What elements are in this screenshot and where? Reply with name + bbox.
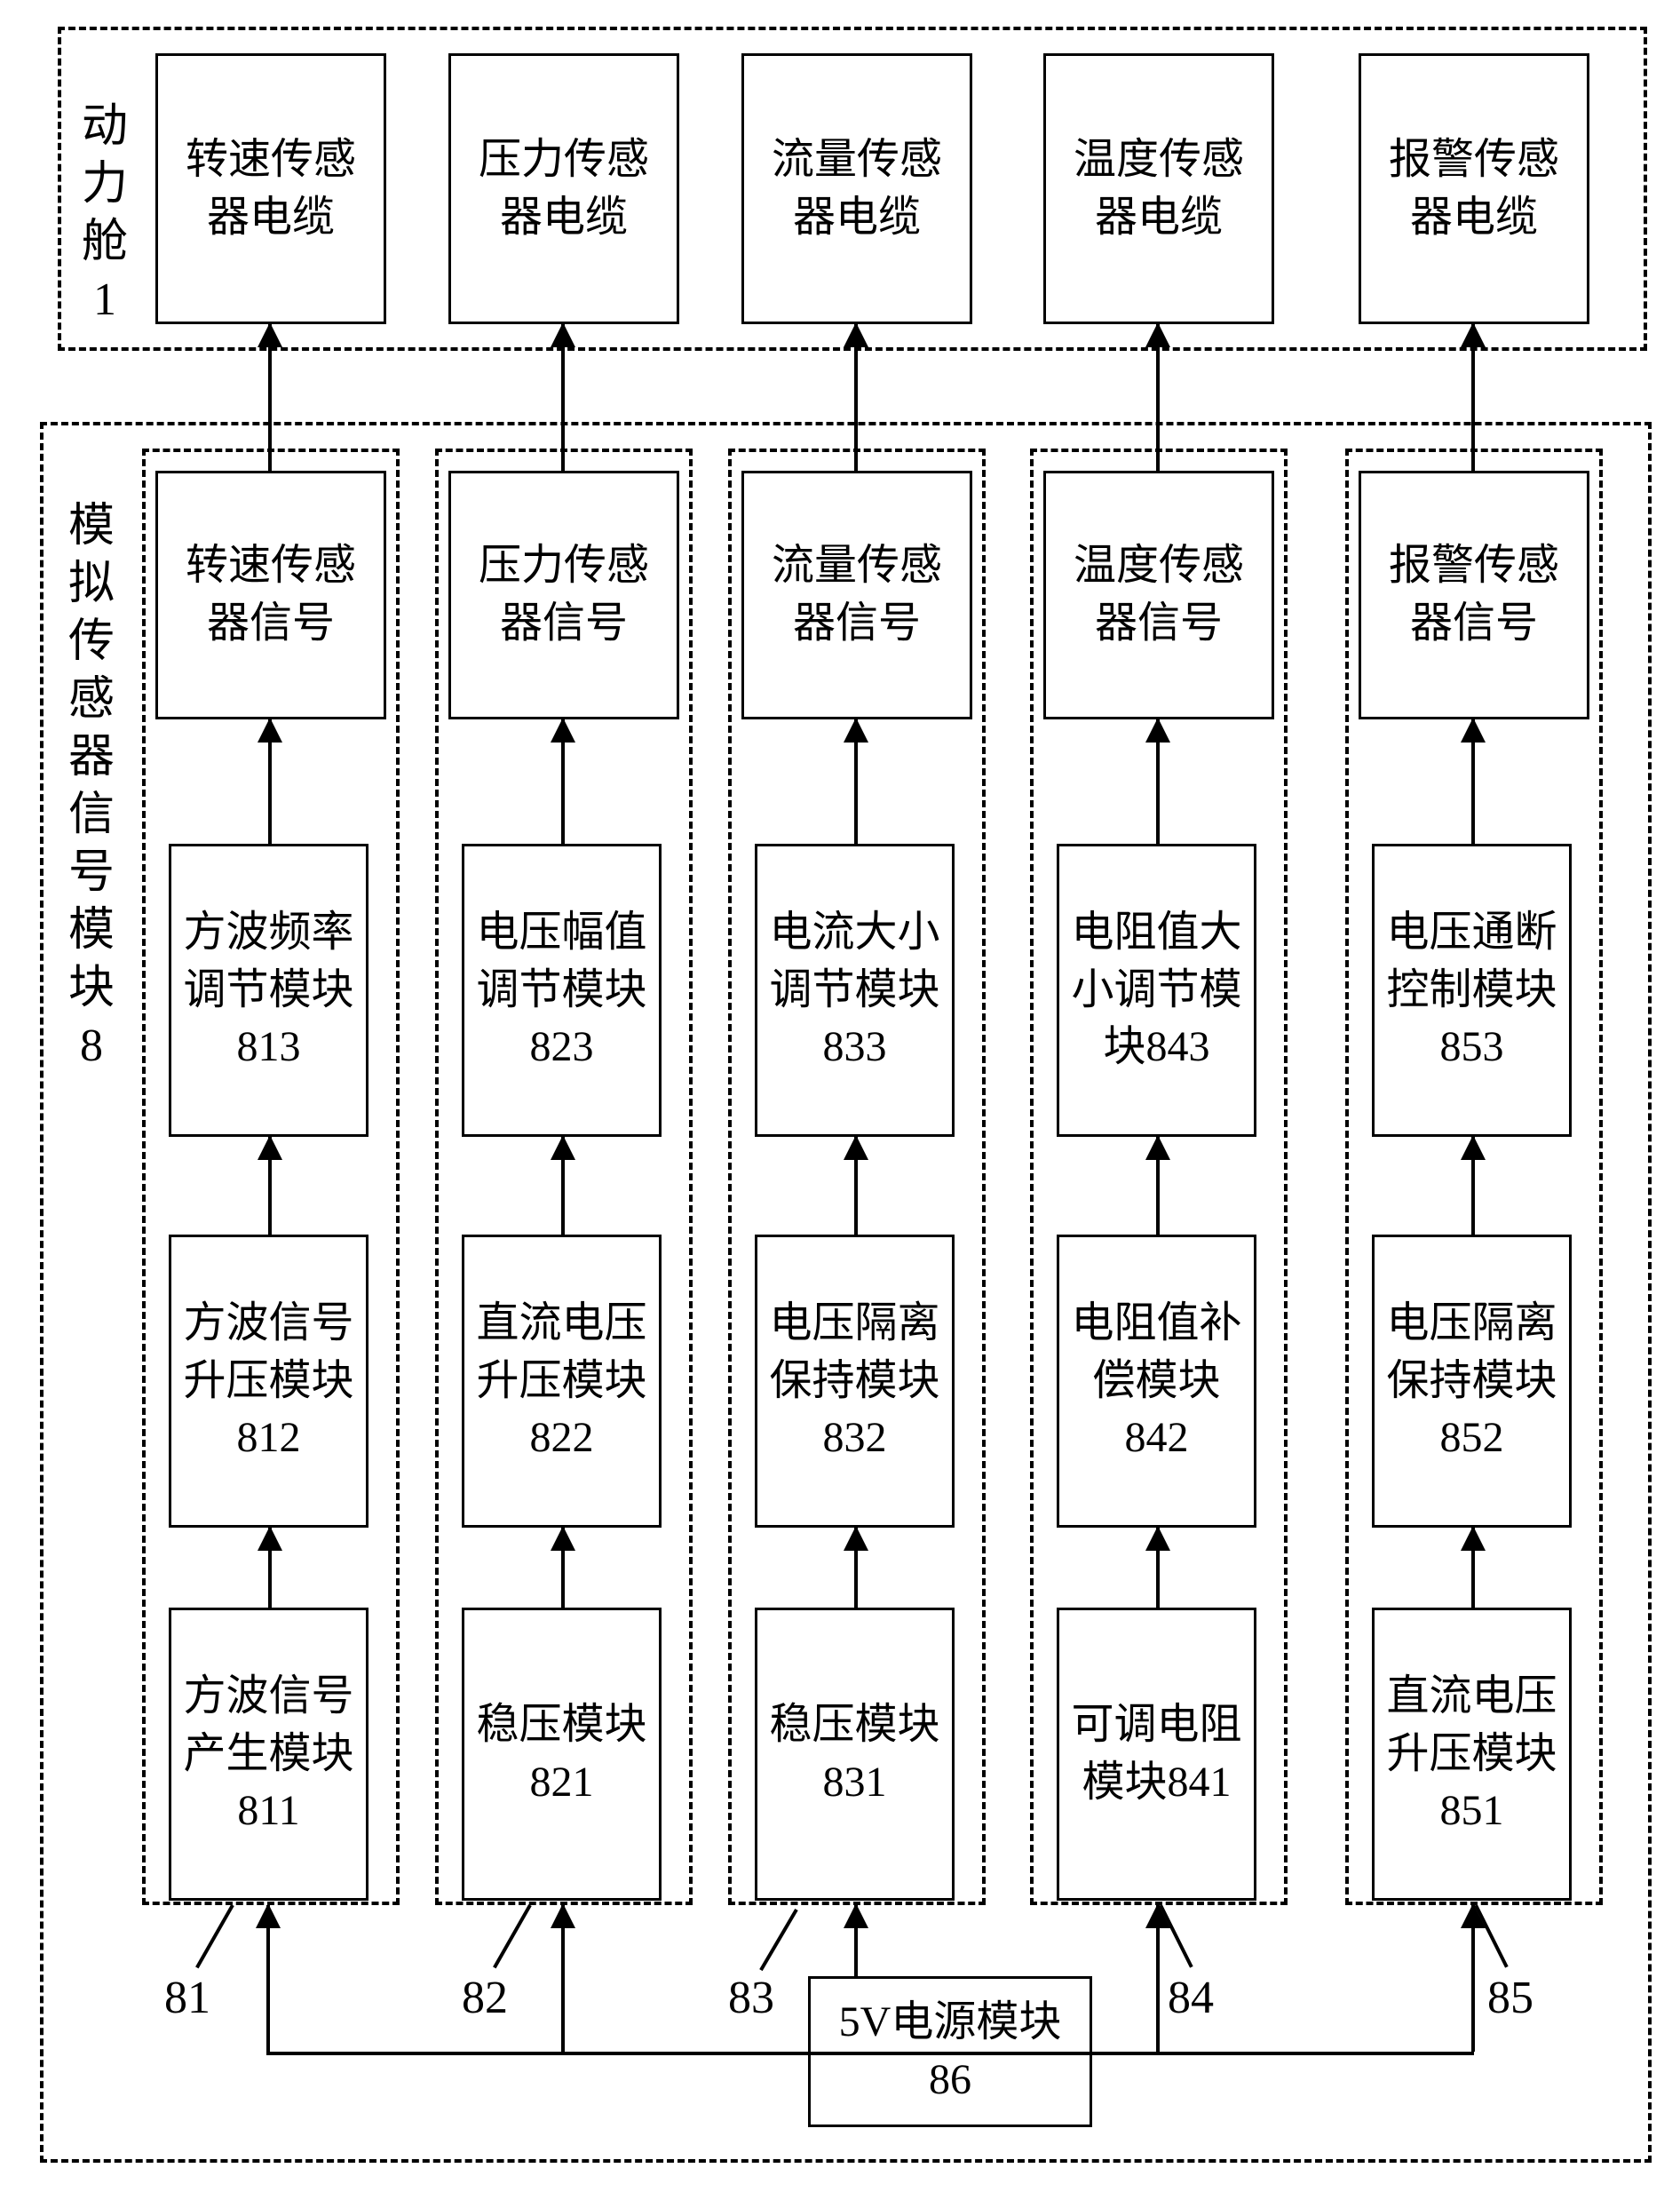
arrow-to-signal-0 [268,719,272,844]
signal-text-85: 报警传感器信号 [1372,537,1576,653]
signal-box-84: 温度传感器信号 [1043,471,1274,719]
arrow-mid-upper-3 [1156,1137,1160,1235]
main-section-label-text: 模拟传感器信号模块8 [68,501,115,1071]
top-section-label-text: 动力舱1 [82,101,128,325]
block-text-83-1: 电压隔离保持模块832 [768,1295,941,1467]
cable-text-4: 报警传感器电缆 [1372,131,1576,247]
arrow-mid-lower-3 [1156,1528,1160,1608]
block-text-82-1: 直流电压升压模块822 [475,1295,648,1467]
block-box-82-1: 直流电压升压模块822 [462,1235,662,1528]
block-box-84-0: 电阻值大小调节模块843 [1057,844,1256,1137]
top-section-label: 动力舱1 [80,98,130,329]
arrow-to-signal-3 [1156,719,1160,844]
power-bus-hline [266,2052,1474,2055]
callout-text-81: 81 [164,1972,210,2024]
cable-text-3: 温度传感器电缆 [1057,131,1261,247]
bus-riser-0 [266,1905,270,2052]
bus-riser-3 [1156,1905,1160,2052]
signal-box-85: 报警传感器信号 [1359,471,1589,719]
callout-text-83: 83 [728,1972,774,2024]
block-text-81-0: 方波频率调节模块813 [182,904,355,1076]
block-text-81-1: 方波信号升压模块812 [182,1295,355,1467]
block-text-83-2: 稳压模块 831 [768,1696,941,1812]
block-box-84-1: 电阻值补偿模块 842 [1057,1235,1256,1528]
arrow-mid-lower-0 [268,1528,272,1608]
cable-box-1: 压力传感器电缆 [448,53,679,324]
block-text-83-0: 电流大小调节模块833 [768,904,941,1076]
block-text-81-2: 方波信号产生模块811 [182,1668,355,1840]
callout-text-84: 84 [1168,1972,1214,2024]
cable-box-3: 温度传感器电缆 [1043,53,1274,324]
arrow-to-signal-2 [854,719,858,844]
signal-box-81: 转速传感器信号 [155,471,386,719]
callout-text-82: 82 [462,1972,508,2024]
block-text-82-0: 电压幅值调节模块823 [475,904,648,1076]
block-text-85-2: 直流电压升压模块851 [1385,1668,1558,1840]
arrow-mid-upper-1 [561,1137,565,1235]
signal-text-83: 流量传感器信号 [755,537,959,653]
block-box-85-2: 直流电压升压模块851 [1372,1608,1572,1901]
block-box-84-2: 可调电阻模块841 [1057,1608,1256,1901]
signal-text-81: 转速传感器信号 [169,537,373,653]
block-text-82-2: 稳压模块 821 [475,1696,648,1812]
cable-text-1: 压力传感器电缆 [462,131,666,247]
signal-text-84: 温度传感器信号 [1057,537,1261,653]
block-text-85-1: 电压隔离保持模块852 [1385,1295,1558,1467]
block-box-83-0: 电流大小调节模块833 [755,844,955,1137]
block-box-83-1: 电压隔离保持模块832 [755,1235,955,1528]
arrow-mid-upper-4 [1471,1137,1475,1235]
cable-text-2: 流量传感器电缆 [755,131,959,247]
arrow-to-cable-0 [268,324,272,471]
cable-box-2: 流量传感器电缆 [741,53,972,324]
cable-text-0: 转速传感器电缆 [169,131,373,247]
block-box-81-0: 方波频率调节模块813 [169,844,368,1137]
block-text-84-2: 可调电阻模块841 [1070,1696,1243,1812]
main-section-label: 模拟传感器信号模块8 [67,497,116,1075]
arrow-mid-lower-2 [854,1528,858,1608]
cable-box-4: 报警传感器电缆 [1359,53,1589,324]
block-box-83-2: 稳压模块 831 [755,1608,955,1901]
signal-diagram: 动力舱1 转速传感器电缆压力传感器电缆流量传感器电缆温度传感器电缆报警传感器电缆… [18,18,1662,2174]
arrow-mid-lower-4 [1471,1528,1475,1608]
block-box-82-0: 电压幅值调节模块823 [462,844,662,1137]
block-box-85-1: 电压隔离保持模块852 [1372,1235,1572,1528]
arrow-to-cable-3 [1156,324,1160,471]
signal-box-83: 流量传感器信号 [741,471,972,719]
signal-box-82: 压力传感器信号 [448,471,679,719]
arrow-to-cable-2 [854,324,858,471]
block-text-84-0: 电阻值大小调节模块843 [1070,904,1243,1076]
bus-riser-4 [1471,1905,1475,2052]
cable-box-0: 转速传感器电缆 [155,53,386,324]
arrow-mid-upper-2 [854,1137,858,1235]
block-box-85-0: 电压通断控制模块853 [1372,844,1572,1137]
arrow-mid-upper-0 [268,1137,272,1235]
signal-text-82: 压力传感器信号 [462,537,666,653]
callout-text-85: 85 [1487,1972,1533,2024]
arrow-to-signal-1 [561,719,565,844]
arrow-mid-lower-1 [561,1528,565,1608]
block-text-85-0: 电压通断控制模块853 [1385,904,1558,1076]
block-box-82-2: 稳压模块 821 [462,1608,662,1901]
arrow-to-signal-4 [1471,719,1475,844]
bus-riser-1 [561,1905,565,2052]
block-text-84-1: 电阻值补偿模块 842 [1070,1295,1243,1467]
block-box-81-1: 方波信号升压模块812 [169,1235,368,1528]
block-box-81-2: 方波信号产生模块811 [169,1608,368,1901]
bus-riser-2 [854,1905,858,1976]
arrow-to-cable-4 [1471,324,1475,471]
arrow-to-cable-1 [561,324,565,471]
